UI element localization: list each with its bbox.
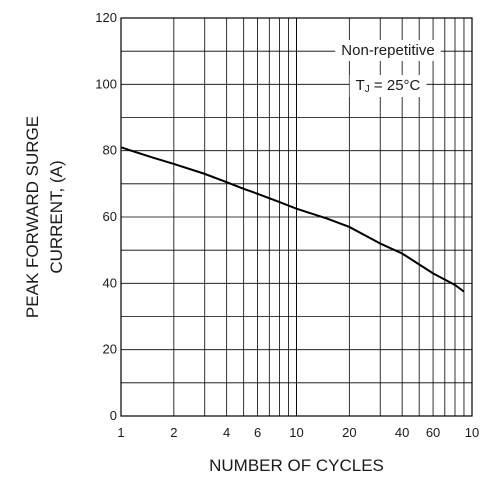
x-tick-label: 4	[223, 425, 230, 440]
x-tick-label: 60	[426, 425, 440, 440]
x-axis-label: NUMBER OF CYCLES	[209, 456, 384, 475]
y-tick-labels: 0 20 40 60 80 100 120	[95, 10, 117, 423]
y-tick-label: 100	[95, 76, 117, 91]
y-axis-label-line1: PEAK FORWARD SURGE	[23, 116, 42, 318]
x-tick-label: 10	[289, 425, 303, 440]
y-tick-label: 0	[110, 408, 117, 423]
x-tick-labels: 1 2 4 6 10 20 40 60 10	[117, 425, 479, 440]
x-tick-label: 1	[117, 425, 124, 440]
annotation-background	[335, 40, 441, 61]
x-tick-label: 2	[170, 425, 177, 440]
y-tick-label: 120	[95, 10, 117, 25]
x-tick-label: 6	[254, 425, 261, 440]
legend-annotation: Non-repetitive TJ = 25°C	[335, 40, 441, 97]
y-tick-label: 60	[103, 209, 117, 224]
x-tick-label: 20	[342, 425, 356, 440]
y-tick-label: 20	[103, 342, 117, 357]
x-tick-label: 10	[465, 425, 479, 440]
annotation-temperature: TJ = 25°C	[356, 77, 421, 95]
annotation-non-repetitive: Non-repetitive	[341, 42, 434, 59]
y-tick-label: 40	[103, 275, 117, 290]
x-tick-label: 40	[395, 425, 409, 440]
series-line-surge-current	[120, 146, 465, 293]
y-tick-label: 80	[103, 143, 117, 158]
plot-frame	[120, 17, 473, 417]
annotation-background	[349, 75, 427, 97]
y-axis-label-line2: CURRENT, (A)	[47, 160, 66, 273]
